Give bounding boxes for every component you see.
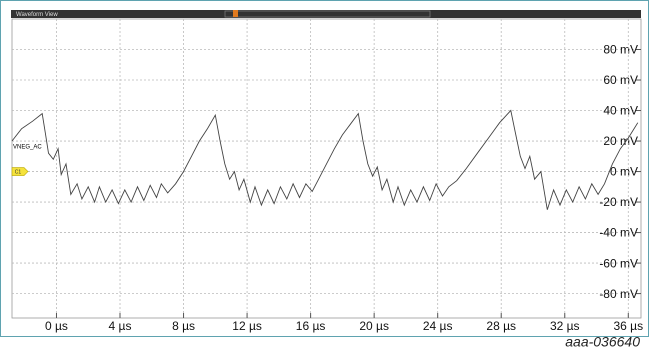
x-tick-label: 20 µs [359, 319, 389, 333]
channel-label: C1 [15, 169, 22, 175]
waveform [11, 109, 639, 210]
y-tick-label: -60 mV [599, 256, 638, 270]
y-tick-label: -20 mV [599, 195, 638, 209]
x-tick-label: 36 µs [613, 319, 643, 333]
y-tick-label: 40 mV [603, 104, 638, 118]
channel-badge [11, 167, 29, 176]
title-bar [11, 10, 641, 18]
overview-trigger [233, 10, 238, 17]
x-tick-label: 8 µs [172, 319, 195, 333]
figure-code: aaa-036640 [565, 334, 640, 350]
x-tick-label: 4 µs [109, 319, 132, 333]
x-tick-label: 16 µs [296, 319, 326, 333]
y-tick-label: 60 mV [603, 73, 638, 87]
y-tick-label: 80 mV [603, 43, 638, 57]
plot-area [11, 18, 642, 319]
window-title: Waveform View [16, 12, 58, 18]
y-tick-label: 20 mV [603, 134, 638, 148]
x-tick-label: 0 µs [45, 319, 68, 333]
x-tick-label: 24 µs [423, 319, 453, 333]
x-tick-label: 32 µs [550, 319, 580, 333]
y-tick-label: -80 mV [599, 287, 638, 301]
overview-range [224, 10, 431, 18]
x-tick-label: 28 µs [486, 319, 516, 333]
x-tick-label: 12 µs [232, 319, 262, 333]
y-tick-label: 0 mV [610, 165, 638, 179]
y-tick-label: -40 mV [599, 226, 638, 240]
series-label: VNEG_AC [13, 145, 42, 151]
